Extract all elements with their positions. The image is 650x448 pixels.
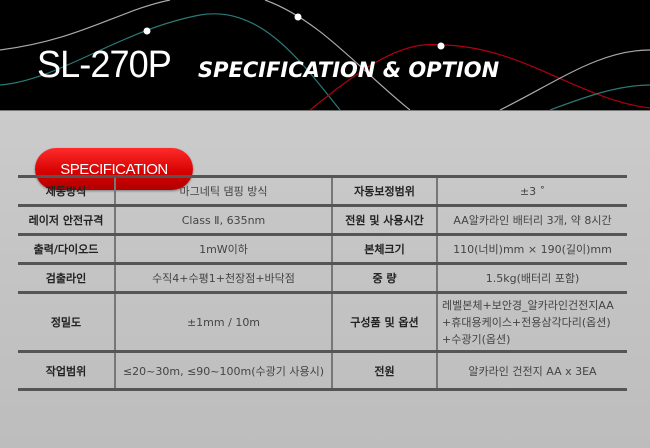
spec-value: 알카라인 건전지 AA x 3EA: [436, 350, 627, 391]
spec-label: 제동방식: [18, 175, 116, 207]
dot-icon: [294, 13, 302, 21]
decorative-wave-lines: [0, 0, 650, 110]
page-subtitle: SPECIFICATION & OPTION: [198, 58, 500, 82]
spec-value: 마그네틱 댐핑 방식: [114, 175, 333, 207]
spec-label: 검출라인: [18, 262, 116, 294]
spec-value: ≤20~30m, ≤90~100m(수광기 사용시): [114, 350, 333, 391]
component-line: 레벨본체+보안경_알카라인건전지AA: [442, 298, 614, 312]
spec-label: 구성품 및 옵션: [331, 291, 438, 353]
banner-header: SL-270P SPECIFICATION & OPTION: [0, 0, 650, 111]
table-row: 레이저 안전규격 Class Ⅱ, 635nm 전원 및 사용시간 AA알카라인…: [18, 204, 627, 236]
table-row: 검출라인 수직4+수평1+천장점+바닥점 중 량 1.5kg(배터리 포함): [18, 262, 627, 294]
spec-label: 전원 및 사용시간: [331, 204, 438, 236]
table-row: 작업범위 ≤20~30m, ≤90~100m(수광기 사용시) 전원 알카라인 …: [18, 350, 627, 391]
spec-label: 자동보정범위: [331, 175, 438, 207]
model-title: SL-270P: [37, 44, 172, 86]
spec-value: AA알카라인 배터리 3개, 약 8시간: [436, 204, 627, 236]
spec-value: 1.5kg(배터리 포함): [436, 262, 627, 294]
spec-value: 수직4+수평1+천장점+바닥점: [114, 262, 333, 294]
table-row: 출력/다이오드 1mW이하 본체크기 110(너비)mm × 190(길이)mm: [18, 233, 627, 265]
component-line: +휴대용케이스+전용삼각다리(옵션): [442, 315, 611, 329]
spec-label: 작업범위: [18, 350, 116, 391]
table-row: 정밀도 ±1mm / 10m 구성품 및 옵션 레벨본체+보안경_알카라인건전지…: [18, 291, 627, 353]
dot-icon: [437, 42, 445, 50]
spec-value-components: 레벨본체+보안경_알카라인건전지AA +휴대용케이스+전용삼각다리(옵션) +수…: [436, 291, 627, 353]
spec-label: 정밀도: [18, 291, 116, 353]
spec-value: 1mW이하: [114, 233, 333, 265]
spec-label: 중 량: [331, 262, 438, 294]
component-line: +수광기(옵션): [442, 332, 511, 346]
spec-value: 110(너비)mm × 190(길이)mm: [436, 233, 627, 265]
spec-table: 제동방식 마그네틱 댐핑 방식 자동보정범위 ±3 ˚ 레이저 안전규격 Cla…: [18, 175, 627, 391]
table-row: 제동방식 마그네틱 댐핑 방식 자동보정범위 ±3 ˚: [18, 175, 627, 207]
spec-label: 레이저 안전규격: [18, 204, 116, 236]
spec-value: ±1mm / 10m: [114, 291, 333, 353]
spec-label: 전원: [331, 350, 438, 391]
spec-label: 출력/다이오드: [18, 233, 116, 265]
spec-value: Class Ⅱ, 635nm: [114, 204, 333, 236]
dot-icon: [143, 27, 151, 35]
spec-value: ±3 ˚: [436, 175, 627, 207]
spec-label: 본체크기: [331, 233, 438, 265]
